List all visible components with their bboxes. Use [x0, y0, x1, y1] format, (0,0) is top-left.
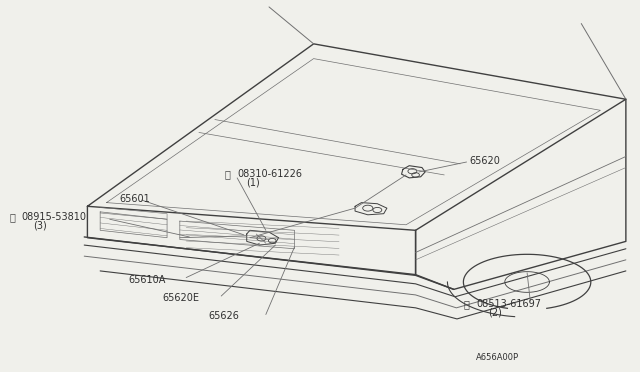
- Text: Ⓥ: Ⓥ: [10, 212, 16, 222]
- Text: Ⓢ: Ⓢ: [225, 169, 230, 179]
- Text: 65626: 65626: [209, 311, 239, 321]
- Text: Ⓢ: Ⓢ: [463, 299, 470, 309]
- Text: (3): (3): [33, 221, 47, 231]
- Text: 65610A: 65610A: [129, 275, 166, 285]
- Text: 08513-61697: 08513-61697: [476, 299, 541, 309]
- Text: 08310-61226: 08310-61226: [237, 169, 302, 179]
- Text: 65620E: 65620E: [162, 292, 199, 302]
- Text: 08915-53810: 08915-53810: [22, 212, 87, 222]
- Text: 65620: 65620: [470, 156, 500, 166]
- Text: A656A00P: A656A00P: [476, 353, 519, 362]
- Text: (2): (2): [488, 308, 502, 318]
- Text: 65601: 65601: [119, 194, 150, 204]
- Text: (1): (1): [246, 177, 260, 187]
